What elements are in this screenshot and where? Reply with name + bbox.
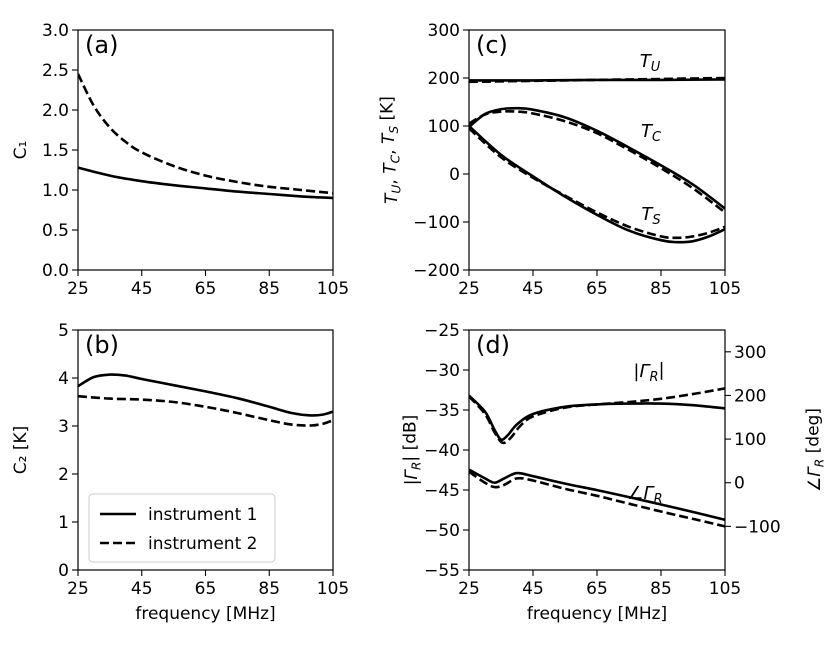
x-axis-label: frequency [MHz] (527, 604, 667, 624)
y-tick-label: 4 (58, 369, 69, 389)
y-right-axis-label: ∠ΓR [deg] (804, 408, 827, 492)
y-tick-label: −25 (424, 321, 460, 341)
series-line-c-0 (469, 78, 725, 82)
y-tick-label: 2.5 (42, 61, 69, 81)
y-tick-label: −200 (413, 261, 460, 281)
panel-label: (b) (85, 331, 119, 359)
x-tick-label: 85 (258, 279, 280, 299)
annotation-label: |ΓR| (633, 359, 664, 384)
y-tick-label: −100 (413, 213, 460, 233)
x-tick-label: 65 (195, 279, 217, 299)
x-tick-label: 25 (458, 279, 480, 299)
y-axis-label: TU, TC, TS [K] (378, 96, 404, 204)
y-axis-label: |ΓR| [dB] (401, 415, 424, 486)
series-line-c-4 (469, 125, 725, 244)
y-right-tick-label: 0 (734, 474, 745, 494)
y-tick-label: −35 (424, 401, 460, 421)
legend-entry: instrument 2 (148, 534, 257, 554)
y-tick-label: 3 (58, 417, 69, 437)
series-line-c-5 (469, 127, 725, 240)
y-tick-label: 0 (58, 561, 69, 581)
legend-box (88, 493, 276, 563)
x-tick-label: 45 (522, 279, 544, 299)
x-tick-label: 25 (458, 579, 480, 599)
x-tick-label: 45 (522, 579, 544, 599)
y-tick-label: 3.0 (42, 21, 69, 41)
legend-entry: instrument 1 (148, 505, 257, 525)
annotation-label: TS (641, 204, 660, 228)
y-tick-label: 1.0 (42, 181, 69, 201)
x-tick-label: 45 (131, 579, 153, 599)
y-tick-label: 100 (428, 117, 460, 137)
x-axis-label: frequency [MHz] (135, 604, 275, 624)
panel-c: 25 45 65 85 105 −200 −100 0 100 200 300 (c) TU, TC, … (378, 21, 742, 299)
axes-frame (468, 329, 726, 571)
y-tick-label: −50 (424, 521, 460, 541)
x-tick-label: 25 (67, 279, 89, 299)
y-right-tick-label: 100 (734, 430, 766, 450)
y-tick-label: 0.5 (42, 221, 69, 241)
x-tick-label: 85 (258, 579, 280, 599)
series-line-d-3 (469, 470, 725, 528)
panel-label: (a) (85, 31, 118, 59)
y-tick-label: 2.0 (42, 101, 69, 121)
series-line-d-1 (469, 387, 725, 445)
legend: instrument 1 instrument 2 (88, 493, 276, 563)
series-line-a-1 (78, 73, 333, 195)
series-line-c-2 (469, 106, 725, 210)
y-tick-label: 0 (449, 165, 460, 185)
y-tick-label: 200 (428, 69, 460, 89)
y-tick-label: 5 (58, 321, 69, 341)
y-tick-label: −45 (424, 481, 460, 501)
y-axis-label: C₁ (11, 141, 31, 160)
x-tick-label: 105 (709, 579, 741, 599)
x-tick-label: 25 (67, 579, 89, 599)
series-line-c-3 (469, 110, 725, 214)
x-tick-label: 65 (195, 579, 217, 599)
series-line-a-0 (78, 166, 333, 200)
y-tick-label: 1 (58, 513, 69, 533)
y-tick-label: 2 (58, 465, 69, 485)
x-tick-label: 45 (131, 279, 153, 299)
x-tick-label: 65 (586, 279, 608, 299)
x-tick-label: 105 (317, 579, 349, 599)
y-tick-label: 300 (428, 21, 460, 41)
x-tick-label: 105 (317, 279, 349, 299)
y-tick-label: −40 (424, 441, 460, 461)
y-tick-label: 1.5 (42, 141, 69, 161)
x-tick-label: 85 (650, 279, 672, 299)
y-tick-label: −30 (424, 361, 460, 381)
panel-label: (d) (476, 331, 510, 359)
series-line-b-0 (78, 373, 333, 417)
series-line-c-1 (469, 76, 725, 84)
y-right-tick-label: −100 (734, 517, 781, 537)
series-line-d-0 (469, 394, 725, 442)
annotation-label: TU (640, 51, 661, 75)
annotation-label: TC (641, 121, 661, 145)
x-tick-label: 105 (709, 279, 741, 299)
panel-a: 25 45 65 85 105 0.0 0.5 1.0 1.5 2.0 2.5 3.0 (a) C₁ (11, 21, 349, 299)
y-right-tick-label: 200 (734, 386, 766, 406)
y-axis-label: C₂ [K] (11, 426, 31, 475)
panel-d: 25 45 65 85 105 −55 −50 −45 −40 −35 −30 −25 −100 0 100… (401, 321, 827, 624)
y-tick-label: 0.0 (42, 261, 69, 281)
axes-frame (468, 29, 726, 271)
series-line-d-2 (469, 468, 725, 522)
panel-label: (c) (476, 31, 508, 59)
axes-frame (77, 29, 334, 271)
annotation-label: ∠ΓR (627, 483, 662, 507)
y-tick-label: −55 (424, 561, 460, 581)
x-tick-label: 85 (650, 579, 672, 599)
x-tick-label: 65 (586, 579, 608, 599)
series-line-b-1 (78, 394, 333, 427)
y-right-tick-label: 300 (734, 343, 766, 363)
